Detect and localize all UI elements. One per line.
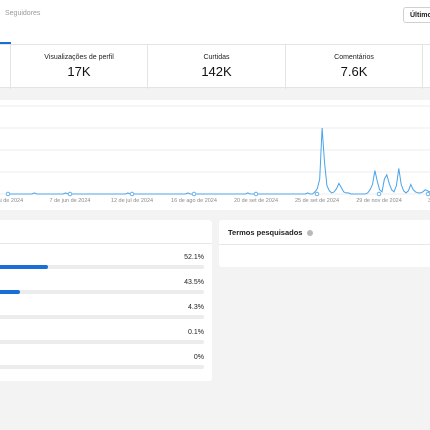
x-tick-marker bbox=[314, 191, 320, 197]
row-bar-track bbox=[0, 290, 204, 294]
stat-card-comments[interactable]: Comentários 7.6K bbox=[285, 45, 422, 89]
row-percentage: 0% bbox=[193, 354, 204, 361]
x-tick-marker bbox=[129, 191, 135, 197]
row-bar-fill bbox=[0, 290, 21, 294]
row-bar-track bbox=[0, 340, 204, 344]
stat-card-likes[interactable]: Curtidas 142K bbox=[147, 45, 285, 89]
row-bar-fill bbox=[0, 265, 48, 269]
row-percentage: 43.5% bbox=[184, 279, 204, 286]
stat-label: Comentários bbox=[334, 54, 374, 61]
stat-label: Visualizações de perfil bbox=[44, 54, 114, 61]
x-tick-label: 25 de set de 2024 bbox=[295, 198, 339, 204]
stat-value: 142K bbox=[201, 64, 232, 79]
stat-value: 7.6K bbox=[340, 64, 368, 79]
stat-value: 17K bbox=[67, 64, 91, 79]
x-tick-label: 29 de nov de 2024 bbox=[356, 198, 402, 204]
x-tick-label: 12 de jul de 2024 bbox=[111, 198, 153, 204]
x-tick-marker bbox=[67, 191, 73, 197]
top-bar: Seguidores Últimos bbox=[0, 0, 430, 44]
stats-row: Visualizações de perfil 17K Curtidas 142… bbox=[0, 44, 430, 89]
row-bar-track bbox=[0, 265, 204, 269]
x-tick-marker bbox=[376, 191, 382, 197]
chart-panel: mai de 2024 7 de jun de 2024 12 de jul de … bbox=[0, 100, 430, 210]
divider bbox=[0, 243, 212, 244]
x-tick-label: 16 de ago de 2024 bbox=[171, 198, 217, 204]
x-tick-marker bbox=[5, 191, 11, 197]
period-selector-button[interactable]: Últimos bbox=[403, 7, 430, 23]
x-tick-marker bbox=[425, 191, 430, 197]
x-tick-marker bbox=[191, 191, 197, 197]
x-tick-marker bbox=[253, 191, 259, 197]
x-tick-label: mai de 2024 bbox=[0, 198, 23, 204]
search-terms-panel: Termos pesquisados bbox=[219, 220, 430, 267]
stat-card-next[interactable] bbox=[422, 45, 430, 89]
active-tab-indicator bbox=[0, 42, 11, 44]
tab-followers[interactable]: Seguidores bbox=[5, 10, 41, 17]
info-icon[interactable] bbox=[306, 230, 313, 237]
x-tick-label: 20 de set de 2024 bbox=[234, 198, 278, 204]
row-percentage: 4.3% bbox=[188, 304, 204, 311]
search-terms-title: Termos pesquisados bbox=[228, 228, 313, 237]
line-chart: mai de 2024 7 de jun de 2024 12 de jul de … bbox=[0, 105, 430, 204]
stat-label: Curtidas bbox=[203, 54, 230, 61]
row-bar-track bbox=[0, 365, 204, 369]
row-bar-track bbox=[0, 315, 204, 319]
stat-card-profile-views[interactable]: Visualizações de perfil 17K bbox=[10, 45, 147, 89]
x-tick-label: 7 de jun de 2024 bbox=[50, 198, 91, 204]
series-line bbox=[8, 127, 430, 195]
search-terms-title-text: Termos pesquisados bbox=[228, 228, 303, 237]
breakdown-panel: 52.1% 43.5% 4.3% 0.1% 0% bbox=[0, 220, 212, 381]
divider bbox=[219, 244, 430, 245]
x-tick-label: 3 de bbox=[428, 198, 430, 204]
row-percentage: 0.1% bbox=[188, 329, 204, 336]
row-percentage: 52.1% bbox=[184, 254, 204, 261]
